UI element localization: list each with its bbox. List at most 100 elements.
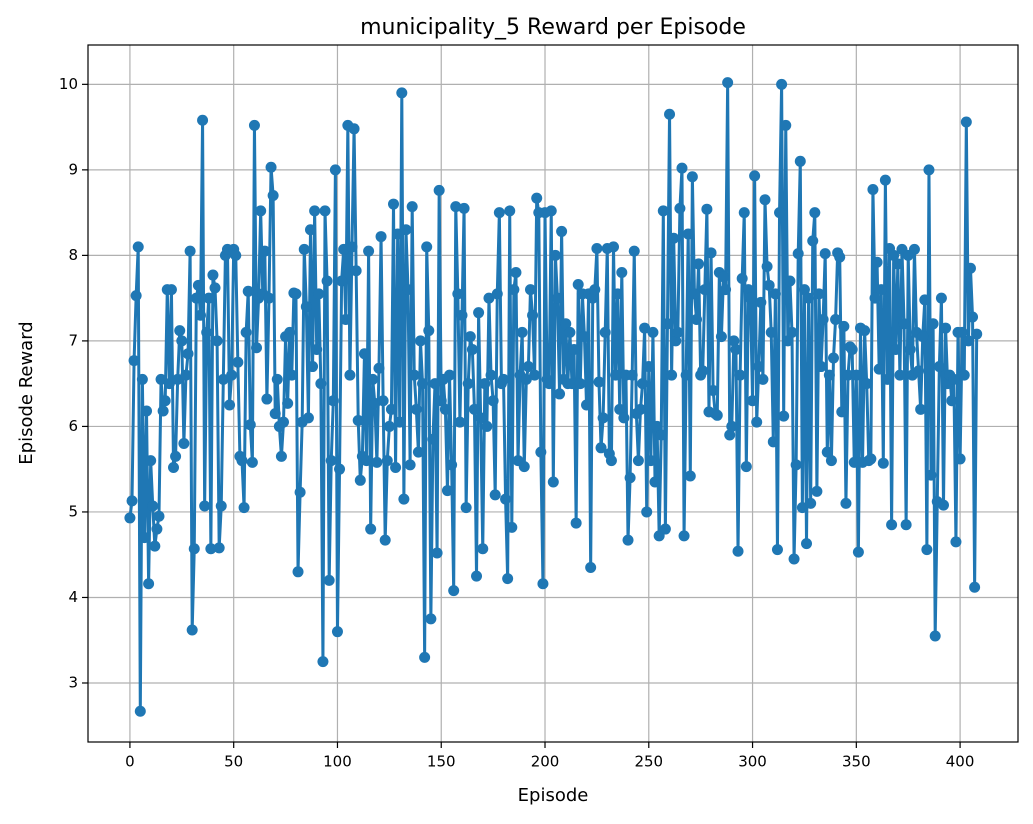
point — [771, 544, 783, 556]
point — [852, 546, 864, 558]
point — [309, 205, 321, 217]
point — [676, 162, 688, 174]
point — [581, 399, 593, 411]
point — [869, 292, 881, 304]
point — [823, 369, 835, 381]
point — [165, 284, 177, 296]
point — [398, 493, 410, 505]
point — [168, 461, 180, 473]
point — [242, 285, 254, 297]
point — [554, 388, 566, 400]
point — [475, 412, 487, 424]
point — [383, 420, 395, 432]
point — [396, 87, 408, 99]
point — [971, 328, 983, 340]
point — [379, 534, 391, 546]
point — [441, 485, 453, 497]
point — [327, 395, 339, 407]
point — [813, 288, 825, 300]
point — [232, 356, 244, 368]
point — [908, 243, 920, 255]
point — [728, 335, 740, 347]
point — [178, 438, 190, 450]
point — [385, 403, 397, 415]
point — [898, 318, 910, 330]
point — [483, 292, 495, 304]
point — [678, 530, 690, 542]
point — [464, 331, 476, 343]
point — [217, 373, 229, 385]
point — [477, 543, 489, 555]
point — [425, 613, 437, 625]
point — [531, 192, 543, 204]
point — [535, 446, 547, 458]
point — [641, 506, 653, 518]
point — [284, 326, 296, 338]
point — [473, 307, 485, 319]
y-tick-label: 4 — [68, 588, 78, 606]
point — [817, 314, 829, 326]
point — [236, 455, 248, 467]
point — [960, 116, 972, 128]
point — [925, 469, 937, 481]
point — [962, 335, 974, 347]
point — [753, 361, 765, 373]
point — [798, 284, 810, 296]
point — [742, 284, 754, 296]
point — [645, 455, 657, 467]
point — [188, 543, 200, 555]
point — [587, 292, 599, 304]
x-tick-label: 200 — [531, 753, 560, 771]
point — [300, 301, 312, 313]
point — [487, 395, 499, 407]
x-tick-label: 250 — [634, 753, 663, 771]
point — [848, 456, 860, 468]
point — [549, 249, 561, 261]
point — [201, 326, 213, 338]
point — [917, 331, 929, 343]
point — [462, 378, 474, 390]
x-tick-label: 0 — [125, 753, 135, 771]
point — [782, 335, 794, 347]
point — [680, 369, 692, 381]
point — [626, 369, 638, 381]
point — [524, 284, 536, 296]
point — [570, 517, 582, 529]
point — [560, 318, 572, 330]
point — [827, 352, 839, 364]
point — [913, 365, 925, 377]
point — [190, 292, 202, 304]
point — [647, 326, 659, 338]
point — [809, 207, 821, 219]
point — [377, 395, 389, 407]
point — [155, 373, 167, 385]
point — [794, 155, 806, 167]
point — [904, 343, 916, 355]
point — [801, 538, 813, 550]
point — [388, 198, 400, 210]
point — [520, 373, 532, 385]
x-tick-label: 50 — [224, 753, 243, 771]
point — [825, 455, 837, 467]
point — [784, 275, 796, 287]
point — [888, 249, 900, 261]
y-tick-label: 3 — [68, 673, 78, 691]
x-tick-label: 300 — [738, 753, 767, 771]
point — [419, 651, 431, 663]
point — [551, 292, 563, 304]
point — [170, 450, 182, 462]
point — [294, 486, 306, 498]
point — [819, 248, 831, 260]
point — [182, 348, 194, 360]
point — [267, 190, 279, 202]
point — [711, 409, 723, 421]
point — [504, 205, 516, 217]
point — [259, 245, 271, 257]
point — [348, 123, 360, 135]
point — [923, 164, 935, 176]
point — [508, 284, 520, 296]
point — [792, 248, 804, 260]
point — [325, 455, 337, 467]
point — [518, 461, 530, 473]
x-axis-label: Episode — [518, 785, 589, 806]
